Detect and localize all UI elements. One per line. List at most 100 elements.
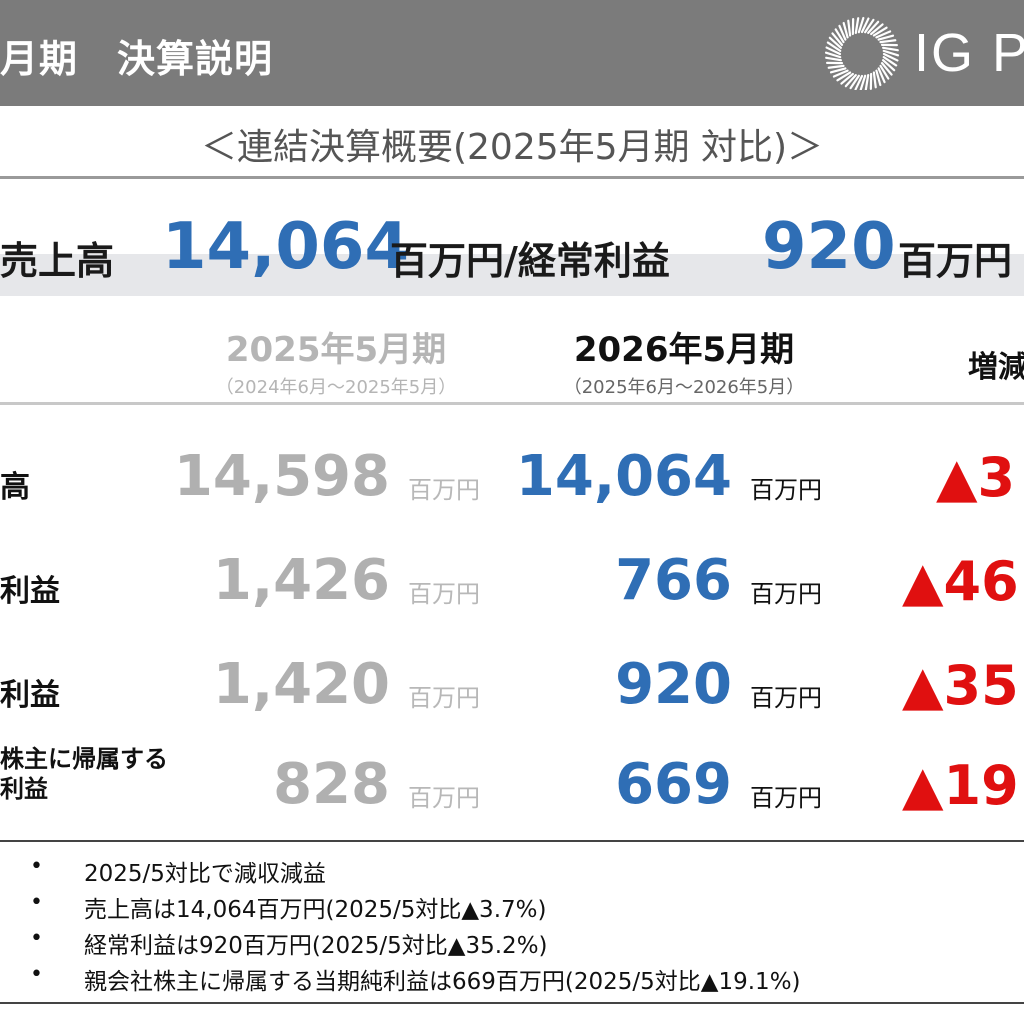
logo-ray	[842, 21, 849, 39]
notes-divider-top	[0, 840, 1024, 842]
summary-unit: 百万円	[898, 239, 1013, 283]
row-prev-unit: 百万円	[408, 476, 480, 504]
summary-line: 売上高 14,064 百万円/経常利益 920 百万円	[0, 204, 1024, 284]
logo-text: IG P	[914, 23, 1024, 83]
row-label-line2: 利益	[0, 775, 48, 803]
logo-ray	[882, 59, 896, 72]
table-divider	[0, 402, 1024, 405]
logo-ray	[882, 49, 900, 57]
note-text: 2025/5対比で減収減益	[84, 861, 326, 887]
summary-mid-label: 百万円/経常利益	[390, 239, 670, 283]
notes-divider-bottom	[0, 1002, 1024, 1004]
row-diff-value: ▲3	[936, 446, 1016, 509]
logo-ray	[854, 74, 864, 90]
bullet-icon: •	[30, 854, 43, 879]
logo-ring-icon	[824, 16, 900, 90]
row-label: 高	[0, 470, 30, 505]
logo-ray	[844, 74, 857, 88]
row-diff-value: ▲35	[902, 654, 1019, 717]
table-row-operating: 利益 1,426 百万円 766 百万円 ▲46	[0, 540, 1024, 640]
table-row-ordinary: 利益 1,420 百万円 920 百万円 ▲35	[0, 644, 1024, 744]
logo-ray	[826, 41, 842, 52]
logo-ray	[870, 23, 884, 36]
row-curr-unit: 百万円	[750, 580, 822, 608]
list-item: • 経常利益は920百万円(2025/5対比▲35.2%)	[0, 926, 1024, 962]
bullet-icon: •	[30, 890, 43, 915]
logo-ray	[880, 62, 893, 76]
logo-ray	[824, 51, 842, 59]
summary-sales-label: 売上高	[0, 239, 115, 283]
column-curr-period: （2025年6月～2026年5月）	[563, 377, 805, 398]
header-bar: 月期 決算説明 IG P	[0, 0, 1024, 106]
column-prev-period: （2024年6月～2025年5月）	[215, 377, 457, 398]
logo-ray	[825, 46, 842, 56]
row-label-line1: 株主に帰属する	[0, 745, 168, 773]
list-item: • 2025/5対比で減収減益	[0, 854, 1024, 890]
logo-ray	[879, 64, 890, 80]
row-diff-value: ▲19	[902, 754, 1019, 817]
note-text: 売上高は14,064百万円(2025/5対比▲3.7%)	[84, 897, 547, 923]
list-item: • 売上高は14,064百万円(2025/5対比▲3.7%)	[0, 890, 1024, 926]
row-curr-value: 14,064	[515, 444, 732, 509]
logo-ray	[882, 52, 899, 62]
column-header-prev: 2025年5月期 （2024年6月～2025年5月）	[176, 322, 496, 399]
table-row-sales: 高 14,598 百万円 14,064 百万円 ▲3	[0, 436, 1024, 536]
logo-ray	[847, 19, 852, 37]
logo-ray	[828, 36, 842, 49]
row-prev-unit: 百万円	[408, 784, 480, 812]
row-diff-value: ▲46	[902, 550, 1019, 613]
summary-sales-value: 14,064	[162, 210, 409, 284]
logo-ray	[832, 69, 849, 78]
list-item: • 親会社株主に帰属する当期純利益は669百万円(2025/5対比▲19.1%)	[0, 962, 1024, 998]
logo-ray	[875, 69, 882, 87]
column-diff-title: 増減	[968, 350, 1024, 385]
row-prev-value: 1,426	[212, 548, 390, 613]
logo-ray	[859, 74, 867, 90]
logo-ray	[838, 24, 847, 41]
table-row-net-income: 株主に帰属する 利益 828 百万円 669 百万円 ▲19	[0, 744, 1024, 844]
logo-ray	[840, 72, 854, 85]
summary-ordinary-value: 920	[762, 210, 896, 284]
row-curr-unit: 百万円	[750, 684, 822, 712]
bullet-icon: •	[30, 962, 43, 987]
row-curr-unit: 百万円	[750, 476, 822, 504]
logo-ray	[827, 64, 845, 69]
logo-ray	[864, 74, 870, 90]
logo-ray	[829, 67, 847, 74]
header-title: 月期 決算説明	[0, 37, 274, 81]
company-logo: IG P	[822, 14, 1024, 90]
logo-ray	[882, 56, 898, 67]
column-prev-title: 2025年5月期	[225, 330, 447, 370]
logo-ray	[879, 39, 897, 44]
logo-ray	[831, 32, 844, 46]
row-prev-unit: 百万円	[408, 580, 480, 608]
row-label: 利益	[0, 678, 60, 713]
row-prev-value: 828	[273, 752, 390, 817]
row-curr-value: 766	[615, 548, 732, 613]
row-prev-unit: 百万円	[408, 684, 480, 712]
summary-band	[0, 254, 1024, 296]
logo-ray	[834, 28, 845, 44]
row-prev-value: 14,598	[173, 444, 390, 509]
logo-ray	[864, 18, 875, 34]
logo-ray	[849, 74, 860, 90]
row-curr-value: 669	[615, 752, 732, 817]
logo-ray	[877, 34, 895, 41]
logo-ray	[882, 46, 899, 52]
summary-divider	[0, 176, 1024, 179]
notes-list: • 2025/5対比で減収減益 • 売上高は14,064百万円(2025/5対比…	[0, 854, 1024, 998]
logo-ray	[877, 67, 886, 84]
logo-ray	[867, 20, 880, 34]
bullet-icon: •	[30, 926, 43, 951]
logo-ray	[836, 71, 852, 82]
logo-ray	[872, 71, 877, 89]
logo-ray	[825, 56, 842, 62]
logo-ray	[854, 17, 860, 34]
column-header-curr: 2026年5月期 （2025年6月～2026年5月）	[514, 322, 854, 399]
row-label: 利益	[0, 574, 60, 609]
note-text: 経常利益は920百万円(2025/5対比▲35.2%)	[84, 933, 548, 959]
row-curr-value: 920	[615, 652, 732, 717]
logo-ray	[875, 30, 892, 39]
logo-ray	[872, 26, 888, 37]
logo-ray	[860, 17, 870, 34]
